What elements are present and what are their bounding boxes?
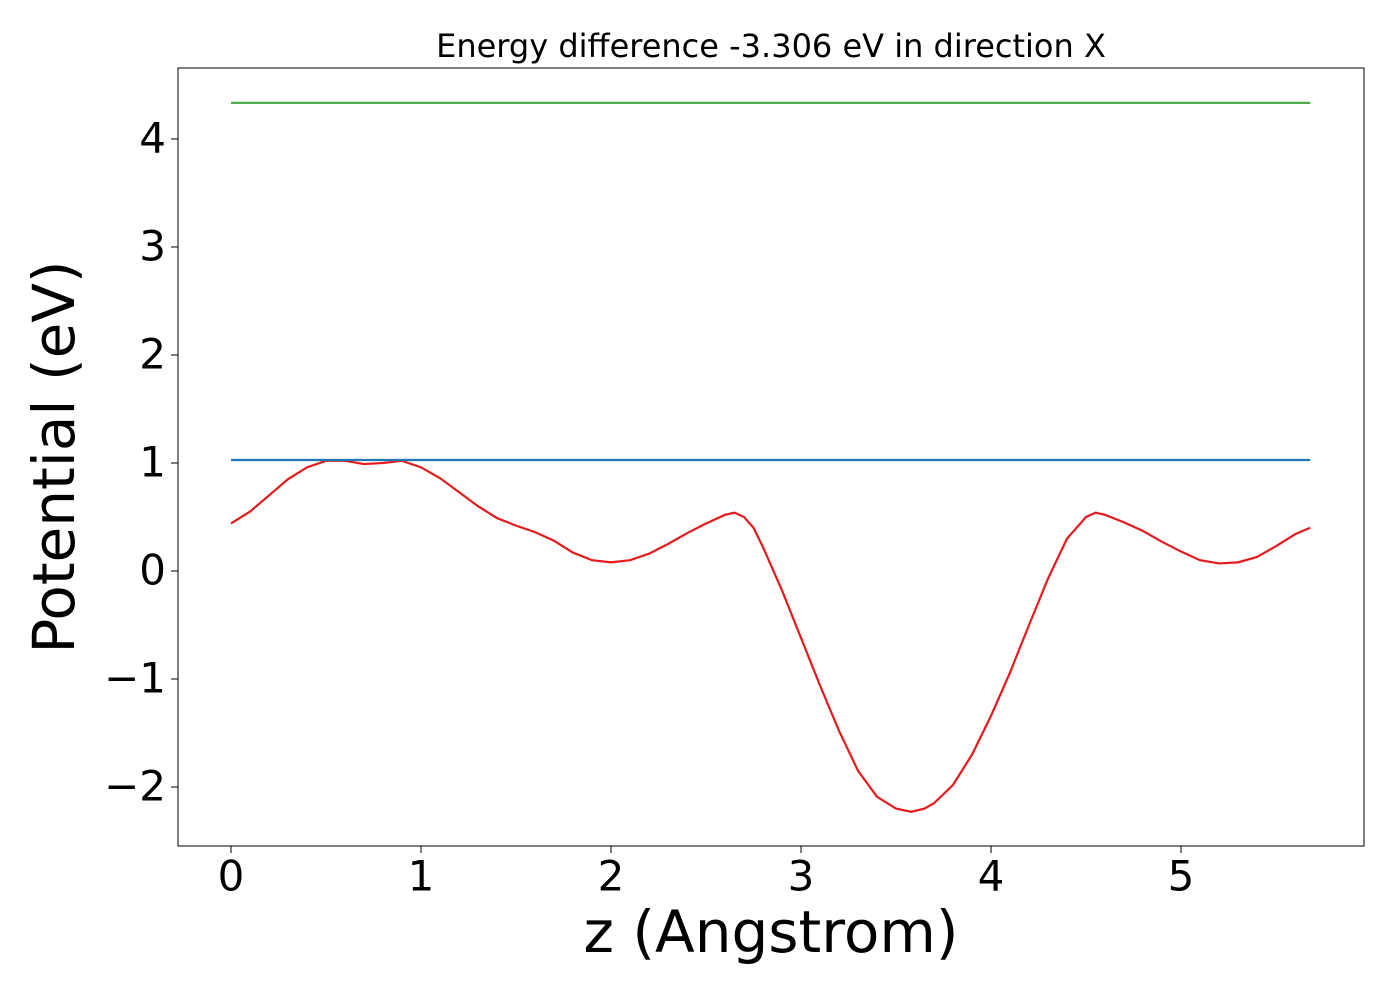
x-tick-label: 0	[218, 852, 245, 901]
chart-title: Energy difference -3.306 eV in direction…	[436, 27, 1106, 65]
y-tick-label: 0	[139, 546, 166, 595]
y-axis-label: Potential (eV)	[20, 260, 88, 653]
line-series	[230, 459, 1311, 813]
y-tick-label: −1	[104, 654, 166, 703]
x-tick-label: 3	[788, 852, 815, 901]
y-tick-label: −2	[104, 762, 166, 811]
y-tick-label: 4	[139, 113, 166, 162]
y-tick-label: 2	[139, 329, 166, 378]
x-tick-label: 4	[978, 852, 1005, 901]
x-axis-label: z (Angstrom)	[584, 898, 959, 966]
y-tick-label: 3	[139, 221, 166, 270]
x-tick-label: 1	[408, 852, 435, 901]
plot-frame	[177, 67, 1365, 847]
x-tick-label: 5	[1168, 852, 1195, 901]
x-tick-label: 2	[598, 852, 625, 901]
y-tick-label: 1	[139, 437, 166, 486]
